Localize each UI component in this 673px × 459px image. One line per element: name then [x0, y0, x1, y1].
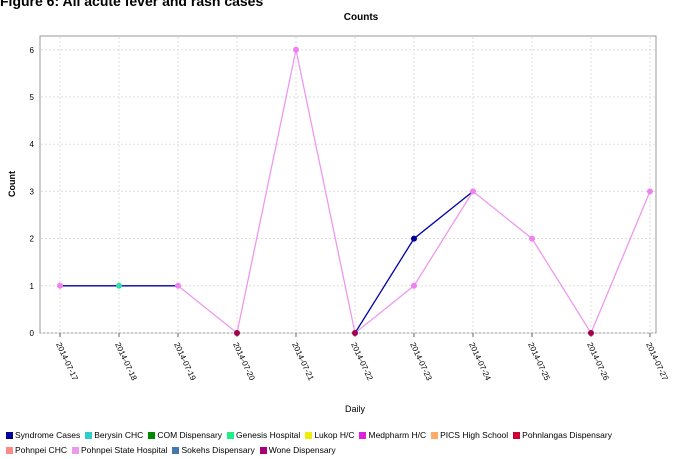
- y-tick-label: 1: [30, 282, 35, 291]
- y-tick-label: 0: [30, 329, 35, 338]
- legend-label: Berysin CHC: [94, 430, 144, 440]
- data-point: [116, 282, 122, 289]
- data-point: [411, 282, 417, 289]
- chart-title: Counts: [344, 12, 379, 23]
- legend-item: COM Dispensary: [148, 430, 222, 440]
- legend-item: Sokehs Dispensary: [172, 445, 255, 455]
- data-point: [352, 330, 358, 336]
- y-tick-label: 3: [30, 187, 35, 196]
- legend-item: Medpharm H/C: [359, 430, 426, 440]
- legend-item: Genesis Hospital: [227, 430, 300, 440]
- legend-label: Wone Dispensary: [268, 445, 336, 455]
- legend-label: Syndrome Cases: [15, 430, 81, 440]
- legend-swatch: [513, 432, 521, 439]
- legend-item: Lukop H/C: [305, 430, 354, 440]
- legend-label: Lukop H/C: [314, 430, 355, 440]
- y-tick-label: 5: [30, 93, 35, 102]
- x-tick-label: 2014-07-25: [526, 341, 552, 382]
- x-tick-label: 2014-07-18: [113, 341, 139, 382]
- x-tick-label: 2014-07-20: [231, 341, 257, 382]
- legend-swatch: [431, 432, 439, 439]
- legend-swatch: [259, 447, 267, 454]
- data-point: [529, 235, 535, 242]
- data-point: [175, 282, 181, 289]
- plot-area: [39, 35, 657, 334]
- x-tick-label: 2014-07-27: [644, 341, 670, 382]
- legend-swatch: [6, 432, 13, 439]
- legend-swatch: [71, 447, 79, 454]
- legend-swatch: [305, 432, 313, 439]
- y-tick-label: 6: [30, 46, 35, 55]
- legend-swatch: [6, 447, 13, 454]
- data-point: [470, 188, 476, 195]
- legend-label: Pohnpei State Hospital: [80, 445, 168, 455]
- x-tick-label: 2014-07-22: [349, 341, 375, 382]
- legend-row-2: Pohnpei CHC Pohnpei State Hospital Sokehs …: [6, 445, 341, 455]
- y-tick-label: 4: [30, 140, 35, 149]
- legend-item: Pohnlangas Dispensary: [513, 430, 612, 440]
- data-point: [411, 235, 417, 242]
- legend-item: PICS High School: [431, 430, 508, 440]
- data-point: [234, 330, 240, 336]
- legend-item: Wone Dispensary: [259, 445, 336, 455]
- data-point: [588, 330, 594, 336]
- legend-label: Pohnpei CHC: [15, 445, 67, 455]
- legend-swatch: [359, 432, 367, 439]
- x-axis-label: Daily: [345, 404, 366, 414]
- legend-swatch: [172, 447, 180, 454]
- legend-label: Genesis Hospital: [236, 430, 301, 440]
- figure-heading: Figure 6: All acute fever and rash cases: [0, 0, 264, 9]
- y-axis-label: Count: [7, 171, 17, 197]
- x-tick-label: 2014-07-19: [172, 341, 198, 382]
- legend-label: Medpharm H/C: [368, 430, 427, 440]
- x-tick-label: 2014-07-26: [585, 341, 611, 382]
- data-points: [57, 46, 653, 336]
- legend-item: Syndrome Cases: [6, 430, 80, 440]
- x-tick-label: 2014-07-24: [467, 341, 493, 382]
- legend-label: COM Dispensary: [157, 430, 223, 440]
- data-point: [647, 188, 653, 195]
- legend-label: Pohnlangas Dispensary: [522, 430, 612, 440]
- legend-label: Sokehs Dispensary: [181, 445, 255, 455]
- x-axis-ticks: 2014-07-17 2014-07-18 2014-07-19 2014-07-20…: [54, 333, 670, 382]
- y-axis-ticks: 0 1 2 3 4 5 6: [30, 46, 35, 338]
- legend-item: Pohnpei CHC: [6, 445, 67, 455]
- legend-item: Berysin CHC: [85, 430, 143, 440]
- data-point: [57, 282, 63, 289]
- legend-swatch: [148, 432, 156, 439]
- legend-row-1: Syndrome Cases Berysin CHC COM Dispensary G…: [6, 430, 617, 440]
- x-tick-label: 2014-07-17: [54, 341, 80, 382]
- legend-label: PICS High School: [440, 430, 509, 440]
- y-tick-label: 2: [30, 235, 35, 244]
- data-point: [293, 46, 299, 53]
- x-tick-label: 2014-07-21: [290, 341, 316, 382]
- legend-swatch: [85, 432, 93, 439]
- legend-item: Pohnpei State Hospital: [71, 445, 168, 455]
- x-tick-label: 2014-07-23: [408, 341, 434, 382]
- legend-swatch: [227, 432, 235, 439]
